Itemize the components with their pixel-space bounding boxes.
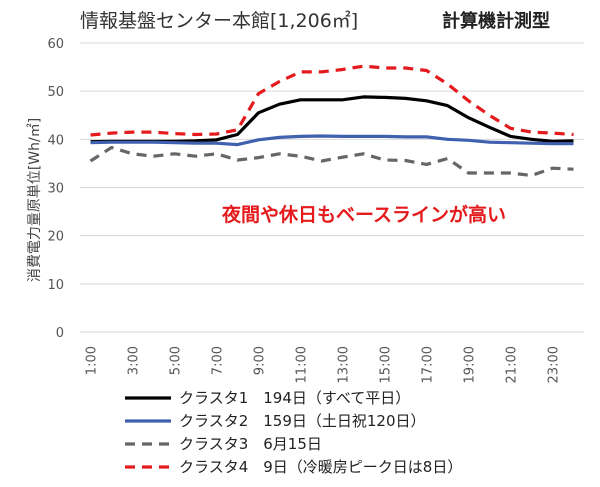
x-axis-ticks: 1:00 3:00 5:00 7:00 9:00 11:00 13:00 15:00 17:00… [85,346,562,383]
x-tick-label: 13:00 [337,346,352,383]
legend-label-4: クラスタ4 9日（冷暖房ピーク日は8日） [179,458,462,476]
x-tick-label: 1:00 [85,346,100,375]
x-tick-label: 5:00 [169,346,184,375]
y-tick-label: 40 [47,133,64,148]
legend-label-2: クラスタ2 159日（土日祝120日） [179,412,426,430]
chart-subtitle: 計算機計測型 [442,10,550,32]
series-line-4 [90,64,574,137]
x-tick-label: 21:00 [505,346,520,383]
x-tick-label: 11:00 [295,346,310,383]
series-lines [89,64,574,178]
x-tick-label: 17:00 [421,346,436,383]
x-tick-label: 7:00 [211,346,226,375]
x-tick-label: 3:00 [127,346,142,375]
legend-label-1: クラスタ1 194日（すべて平日） [179,389,410,407]
legend: クラスタ1 194日（すべて平日） クラスタ2 159日（土日祝120日） クラスタ… [125,389,462,476]
legend-label-3: クラスタ3 6月15日 [179,435,322,453]
x-tick-label: 19:00 [463,346,478,383]
chart-title: 情報基盤センター本館[1,206㎡] [80,9,358,32]
x-tick-label: 15:00 [379,346,394,383]
gridlines [80,42,584,333]
x-tick-label: 9:00 [253,346,268,375]
y-tick-label: 10 [47,278,64,293]
annotation-text: 夜間や休日もベースラインが高い [221,203,506,226]
x-tick-label: 23:00 [547,346,562,383]
y-axis-label: 消費電力量原単位[Wh/㎡] [27,118,43,282]
y-tick-label: 60 [47,37,64,52]
series-line-3 [89,145,574,178]
y-tick-label: 0 [56,326,64,341]
y-tick-label: 20 [47,230,64,245]
y-axis-ticks: 0 10 20 30 40 50 60 [47,37,64,341]
y-tick-label: 30 [47,182,64,197]
series-line-2 [90,134,574,147]
y-tick-label: 50 [47,85,64,100]
